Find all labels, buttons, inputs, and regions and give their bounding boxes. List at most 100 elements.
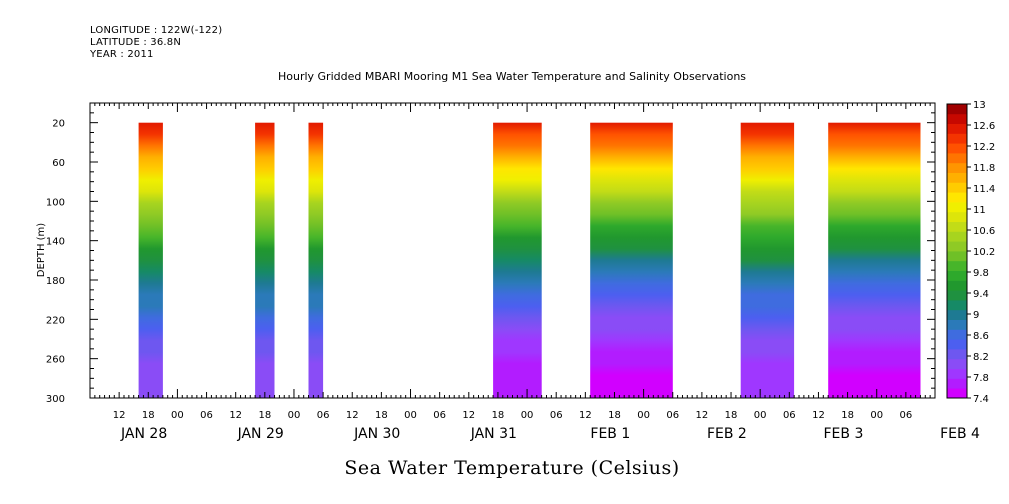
x-hour-label: 18 — [142, 410, 155, 421]
data-segment — [493, 122, 542, 398]
y-tick-label: 300 — [46, 394, 65, 405]
colorbar-swatch — [947, 339, 967, 350]
colorbar-swatch — [947, 211, 967, 222]
x-hour-label: 18 — [725, 410, 738, 421]
x-date-label: JAN 28 — [120, 426, 167, 442]
colorbar-swatch — [947, 358, 967, 369]
colorbar-swatch — [947, 241, 967, 252]
x-hour-label: 06 — [899, 410, 912, 421]
x-hour-label: 12 — [696, 410, 709, 421]
x-hour-label: 18 — [608, 410, 621, 421]
x-date-label: FEB 4 — [940, 426, 980, 442]
x-hour-label: 06 — [550, 410, 563, 421]
y-tick-label: 180 — [46, 276, 65, 287]
colorbar-label: 9 — [973, 310, 979, 321]
x-hour-label: 18 — [258, 410, 271, 421]
x-hour-label: 12 — [579, 410, 592, 421]
y-tick-label: 20 — [52, 119, 65, 130]
y-tick-label: 140 — [46, 237, 65, 248]
colorbar-swatch — [947, 349, 967, 360]
colorbar-swatch — [947, 300, 967, 311]
colorbar-swatch — [947, 172, 967, 183]
data-segment — [740, 122, 795, 398]
x-hour-label: 06 — [666, 410, 679, 421]
y-tick-label: 100 — [46, 197, 65, 208]
year-label: YEAR : 2011 — [90, 49, 154, 60]
colorbar-label: 8.2 — [973, 352, 989, 363]
colorbar-label: 9.8 — [973, 268, 989, 279]
x-date-label: FEB 3 — [824, 426, 864, 442]
data-segment — [138, 122, 163, 398]
y-tick-label: 260 — [46, 355, 65, 366]
x-hour-label: 12 — [229, 410, 242, 421]
colorbar-label: 8.6 — [973, 331, 989, 342]
colorbar-swatch — [947, 143, 967, 154]
colorbar-swatch — [947, 251, 967, 262]
colorbar-swatch — [947, 329, 967, 340]
colorbar-swatch — [947, 162, 967, 173]
colorbar-swatch — [947, 260, 967, 271]
colorbar-title: Sea Water Temperature (Celsius) — [344, 457, 679, 479]
colorbar-label: 7.4 — [973, 394, 989, 405]
colorbar-swatch — [947, 104, 967, 115]
x-hour-label: 00 — [521, 410, 534, 421]
y-tick-label: 220 — [46, 315, 65, 326]
x-hour-label: 00 — [288, 410, 301, 421]
colorbar-swatch — [947, 270, 967, 281]
x-hour-label: 06 — [317, 410, 330, 421]
colorbar-label: 11.8 — [973, 163, 995, 174]
colorbar-label: 10.2 — [973, 247, 995, 258]
x-date-label: FEB 1 — [590, 426, 630, 442]
data-segment — [308, 122, 324, 398]
longitude-label: LONGITUDE : 122W(-122) — [90, 25, 223, 36]
plot-axes: 12 18 00 06 12 18 00 06 12 18 00 06 12 18 00 06 12 18 00 06… — [46, 102, 980, 442]
colorbar-swatch — [947, 192, 967, 203]
x-hour-label: 00 — [404, 410, 417, 421]
x-hour-label: 06 — [200, 410, 213, 421]
colorbar-label: 12.6 — [973, 121, 995, 132]
colorbar-label: 13 — [973, 100, 986, 111]
colorbar-label: 10.6 — [973, 226, 995, 237]
y-tick-label: 60 — [52, 158, 65, 169]
x-hour-label: 18 — [841, 410, 854, 421]
colorbar-swatch — [947, 388, 967, 399]
colorbar-swatch — [947, 231, 967, 242]
colorbar-swatch — [947, 123, 967, 134]
x-hour-label: 12 — [346, 410, 359, 421]
chart-title: Hourly Gridded MBARI Mooring M1 Sea Wate… — [278, 70, 746, 83]
x-hour-label: 06 — [433, 410, 446, 421]
y-axis-label: DEPTH (m) — [36, 223, 47, 277]
colorbar-swatch — [947, 319, 967, 330]
x-hour-label: 06 — [783, 410, 796, 421]
x-hour-label: 12 — [812, 410, 825, 421]
colorbar-label: 9.4 — [973, 289, 989, 300]
x-hour-label: 12 — [113, 410, 126, 421]
x-date-label: FEB 2 — [707, 426, 747, 442]
colorbar-swatch — [947, 309, 967, 320]
colorbar-label: 12.2 — [973, 142, 995, 153]
x-hour-label: 00 — [870, 410, 883, 421]
x-hour-label: 18 — [375, 410, 388, 421]
colorbar-swatch — [947, 280, 967, 291]
data-segment — [590, 122, 673, 398]
x-date-label: JAN 29 — [237, 426, 284, 442]
colorbar-swatch — [947, 182, 967, 193]
colorbar: 13 12.6 12.2 11.8 11.4 11 10.6 10.2 9.8 9.4 9 8.6 8.… — [946, 100, 995, 405]
colorbar-swatch — [947, 153, 967, 164]
colorbar-swatch — [947, 133, 967, 144]
colorbar-label: 7.8 — [973, 373, 989, 384]
latitude-label: LATITUDE : 36.8N — [90, 37, 182, 48]
colorbar-swatch — [947, 378, 967, 389]
colorbar-swatch — [947, 221, 967, 232]
x-date-label: JAN 30 — [353, 426, 400, 442]
colorbar-swatch — [947, 113, 967, 124]
x-hour-label: 00 — [637, 410, 650, 421]
x-hour-label: 18 — [492, 410, 505, 421]
colorbar-label: 11 — [973, 205, 986, 216]
colorbar-label: 11.4 — [973, 184, 995, 195]
colorbar-swatch — [947, 202, 967, 213]
x-date-label: JAN 31 — [470, 426, 517, 442]
x-hour-label: 00 — [754, 410, 767, 421]
x-hour-label: 00 — [171, 410, 184, 421]
